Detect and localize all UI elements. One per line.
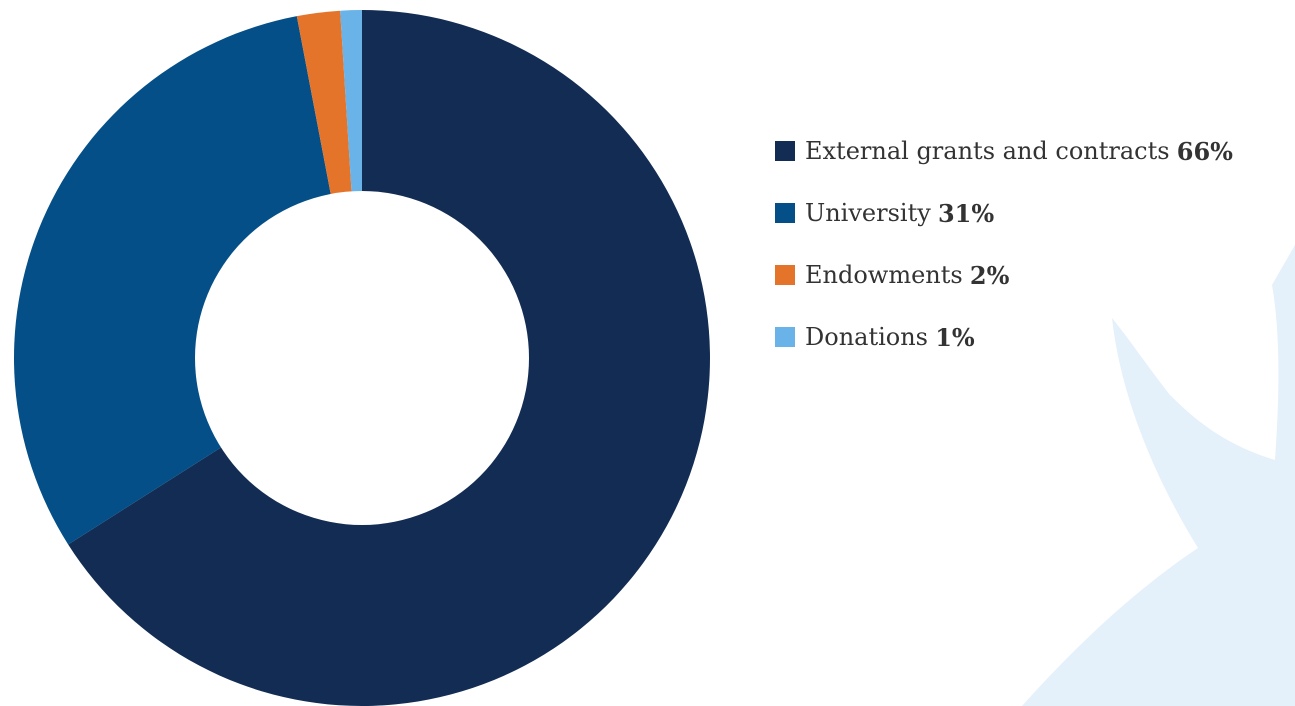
legend-label: Endowments [805, 261, 963, 289]
legend-value: 66% [1176, 136, 1233, 166]
legend-label: University [805, 199, 931, 227]
legend-label: Donations [805, 323, 928, 351]
donut-hole [195, 191, 529, 525]
legend-swatch [775, 265, 795, 285]
legend-value: 2% [969, 260, 1010, 290]
legend-swatch [775, 327, 795, 347]
background-star-shape [1022, 245, 1295, 706]
legend-item: Donations 1% [775, 320, 1233, 354]
legend-label: External grants and contracts [805, 137, 1170, 165]
legend-item: External grants and contracts 66% [775, 134, 1233, 168]
legend-swatch [775, 141, 795, 161]
legend-item: Endowments 2% [775, 258, 1233, 292]
legend-value: 1% [935, 322, 975, 352]
chart-legend: External grants and contracts 66% Univer… [775, 134, 1233, 354]
legend-swatch [775, 203, 795, 223]
legend-value: 31% [937, 198, 995, 228]
legend-item: University 31% [775, 196, 1233, 230]
